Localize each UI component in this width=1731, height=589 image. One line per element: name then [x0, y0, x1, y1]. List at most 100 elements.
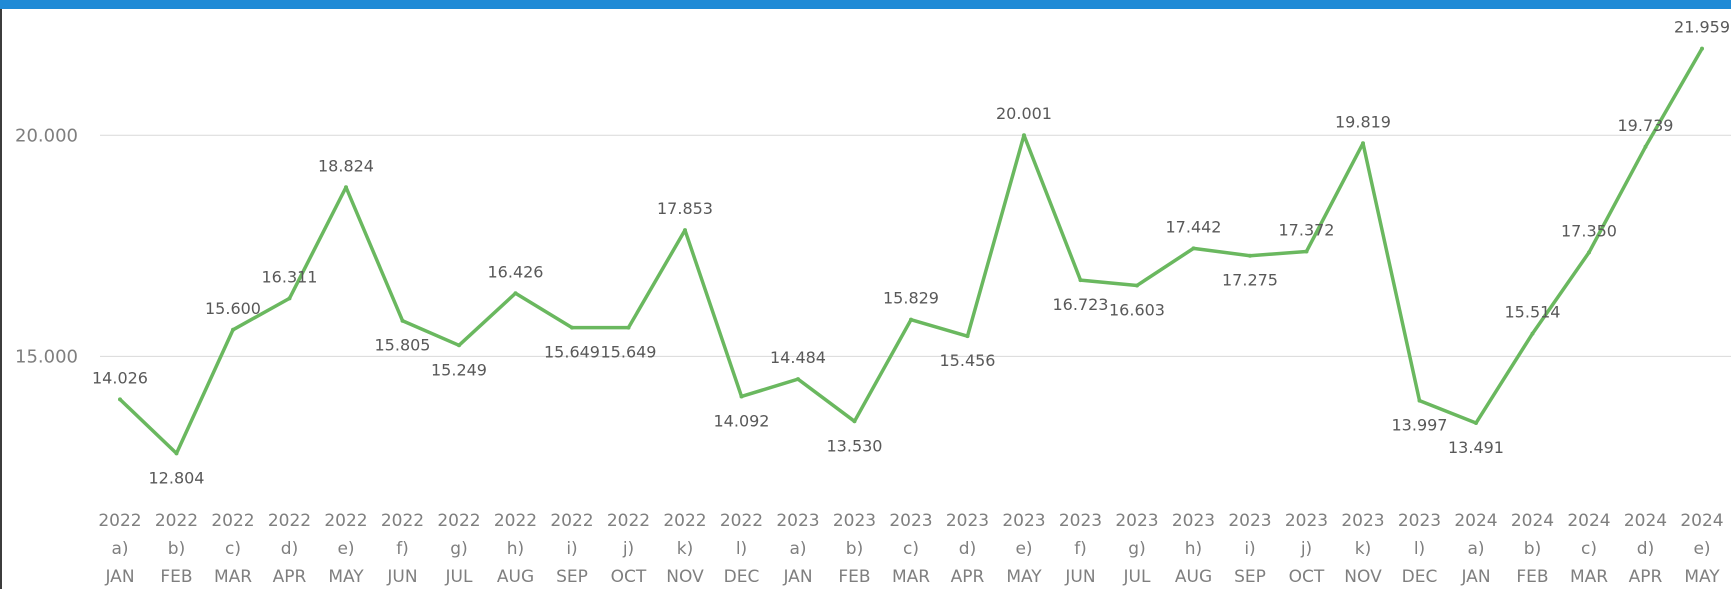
x-tick-code: d) — [1637, 539, 1654, 559]
x-tick-month: DEC — [1402, 567, 1438, 587]
x-tick-month: DEC — [724, 567, 760, 587]
data-label: 20.001 — [996, 104, 1052, 123]
x-tick-code: a) — [789, 539, 806, 559]
x-tick-code: k) — [677, 539, 693, 559]
data-point — [1304, 249, 1309, 254]
x-tick-year: 2023 — [1228, 511, 1271, 531]
data-point — [909, 317, 913, 322]
data-label: 21.959 — [1674, 18, 1730, 37]
x-tick-month: FEB — [838, 567, 870, 587]
x-tick-year: 2023 — [1172, 511, 1215, 531]
data-point — [1361, 141, 1365, 146]
x-tick-code: e) — [1015, 539, 1032, 559]
x-tick-code: d) — [959, 539, 976, 559]
data-point — [1587, 250, 1591, 255]
data-label: 15.456 — [940, 351, 996, 370]
gridlines — [100, 134, 1731, 357]
data-label: 14.092 — [714, 411, 770, 430]
data-point — [626, 325, 631, 330]
x-tick-month: NOV — [1344, 567, 1382, 587]
x-tick-month: SEP — [556, 567, 588, 587]
data-label: 13.997 — [1392, 416, 1448, 435]
x-tick-year: 2022 — [720, 511, 763, 531]
data-point — [231, 327, 235, 332]
x-tick-code: a) — [1467, 539, 1484, 559]
data-label: 19.819 — [1335, 112, 1391, 131]
data-point — [1530, 331, 1535, 336]
x-tick-code: i) — [1244, 539, 1255, 559]
data-point — [1417, 398, 1422, 403]
x-tick-month: MAR — [892, 567, 930, 587]
x-tick-code: c) — [903, 539, 919, 559]
data-point — [852, 419, 857, 424]
x-tick-month: JAN — [782, 567, 812, 587]
data-point — [739, 394, 744, 399]
x-tick-year: 2023 — [833, 511, 876, 531]
data-point — [118, 397, 122, 402]
x-tick-month: MAR — [214, 567, 252, 587]
x-tick-year: 2022 — [324, 511, 367, 531]
data-label: 16.426 — [488, 262, 544, 281]
data-point — [1700, 46, 1704, 51]
x-tick-month: JAN — [104, 567, 134, 587]
x-tick-year: 2024 — [1680, 511, 1723, 531]
data-label: 15.805 — [375, 336, 431, 355]
x-tick-code: e) — [1693, 539, 1710, 559]
x-tick-year: 2022 — [437, 511, 480, 531]
data-point — [1248, 253, 1252, 258]
data-point — [1191, 246, 1196, 251]
x-tick-year: 2022 — [268, 511, 311, 531]
x-tick-month: JAN — [1460, 567, 1490, 587]
data-point — [796, 377, 800, 382]
x-tick-month: JUL — [445, 567, 473, 587]
x-tick-month: AUG — [1175, 567, 1212, 587]
data-label: 18.824 — [318, 156, 374, 175]
x-tick-month: MAR — [1570, 567, 1608, 587]
x-tick-year: 2022 — [211, 511, 254, 531]
x-tick-month: AUG — [497, 567, 534, 587]
x-tick-code: l) — [1414, 539, 1425, 559]
x-tick-year: 2022 — [155, 511, 198, 531]
x-tick-year: 2023 — [1115, 511, 1158, 531]
x-tick-month: JUN — [1064, 567, 1095, 587]
data-label: 13.530 — [827, 436, 883, 455]
x-tick-code: h) — [507, 539, 524, 559]
data-point — [400, 318, 405, 323]
x-tick-code: a) — [111, 539, 128, 559]
x-tick-code: g) — [450, 539, 467, 559]
data-label: 17.275 — [1222, 271, 1278, 290]
x-tick-code: c) — [225, 539, 241, 559]
x-tick-year: 2022 — [550, 511, 593, 531]
data-point — [1643, 144, 1648, 149]
x-tick-month: OCT — [1289, 567, 1325, 587]
data-label: 15.514 — [1505, 303, 1561, 322]
x-tick-code: j) — [622, 539, 634, 559]
x-tick-year: 2024 — [1567, 511, 1610, 531]
series-layer — [118, 46, 1704, 456]
x-tick-year: 2024 — [1454, 511, 1497, 531]
data-point — [344, 185, 348, 190]
data-point — [1135, 283, 1139, 288]
x-tick-year: 2023 — [889, 511, 932, 531]
x-tick-year: 2022 — [607, 511, 650, 531]
data-point — [457, 343, 461, 348]
x-tick-month: FEB — [160, 567, 192, 587]
data-point — [1078, 278, 1083, 283]
data-label: 15.649 — [601, 343, 657, 362]
data-label: 14.026 — [92, 368, 148, 387]
header-bar — [0, 0, 1731, 9]
x-tick-code: f) — [1074, 539, 1087, 559]
data-label: 15.829 — [883, 289, 939, 308]
x-tick-year: 2022 — [381, 511, 424, 531]
x-tick-code: h) — [1185, 539, 1202, 559]
x-tick-code: k) — [1355, 539, 1371, 559]
data-label: 17.350 — [1561, 221, 1617, 240]
x-tick-code: f) — [396, 539, 409, 559]
data-label: 12.804 — [149, 468, 205, 487]
x-tick-year: 2023 — [1059, 511, 1102, 531]
x-tick-month: SEP — [1234, 567, 1266, 587]
x-tick-year: 2022 — [663, 511, 706, 531]
